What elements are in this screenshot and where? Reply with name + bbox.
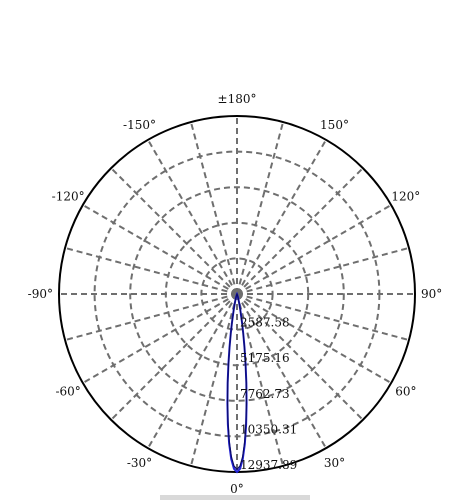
grid-spoke: [236, 246, 410, 295]
angle-label: 90°: [421, 287, 442, 301]
angle-label: 0°: [230, 482, 244, 496]
angle-label: -30°: [127, 456, 152, 470]
grid-spoke: [82, 204, 238, 295]
grid-ring: [129, 186, 345, 402]
angle-label: 150°: [320, 118, 349, 132]
footer-bar: [160, 495, 310, 500]
grid-spoke: [236, 139, 327, 295]
ring-value-label: 2587.58: [240, 316, 290, 330]
angle-label: ±180°: [218, 92, 257, 106]
intensity-curve-group: [226, 291, 248, 474]
ring-value-label: 10350.31: [240, 422, 297, 436]
grid-spoke: [236, 293, 392, 384]
grid-spoke: [189, 121, 238, 295]
angle-label: -150°: [123, 118, 156, 132]
angle-label: -90°: [28, 287, 53, 301]
grid-spoke: [64, 293, 238, 342]
ring-value-label: 5175.16: [240, 351, 290, 365]
grid-spoke: [110, 293, 238, 421]
grid-spoke: [189, 293, 238, 467]
intensity-curve-inner: [226, 292, 248, 471]
ring-value-label: 7762.73: [240, 387, 290, 401]
grid-spoke: [64, 246, 238, 295]
angle-label: -120°: [52, 190, 85, 204]
grid-spoke: [147, 293, 238, 449]
grid-spoke: [147, 139, 238, 295]
grid-spoke: [82, 293, 238, 384]
grid-spoke: [236, 121, 285, 295]
grid-spoke: [236, 204, 392, 295]
labels: ±180° 150° -150° 120° -120° 90° -90° 60° -60° 30°…: [28, 92, 443, 496]
angle-label: -60°: [55, 385, 80, 399]
angle-label: 120°: [391, 190, 420, 204]
grid-spoke: [110, 167, 238, 295]
grid-spoke: [236, 167, 364, 295]
angle-label: 60°: [395, 385, 416, 399]
ring-value-label: 12937.89: [240, 458, 297, 472]
angle-label: 30°: [324, 456, 345, 470]
